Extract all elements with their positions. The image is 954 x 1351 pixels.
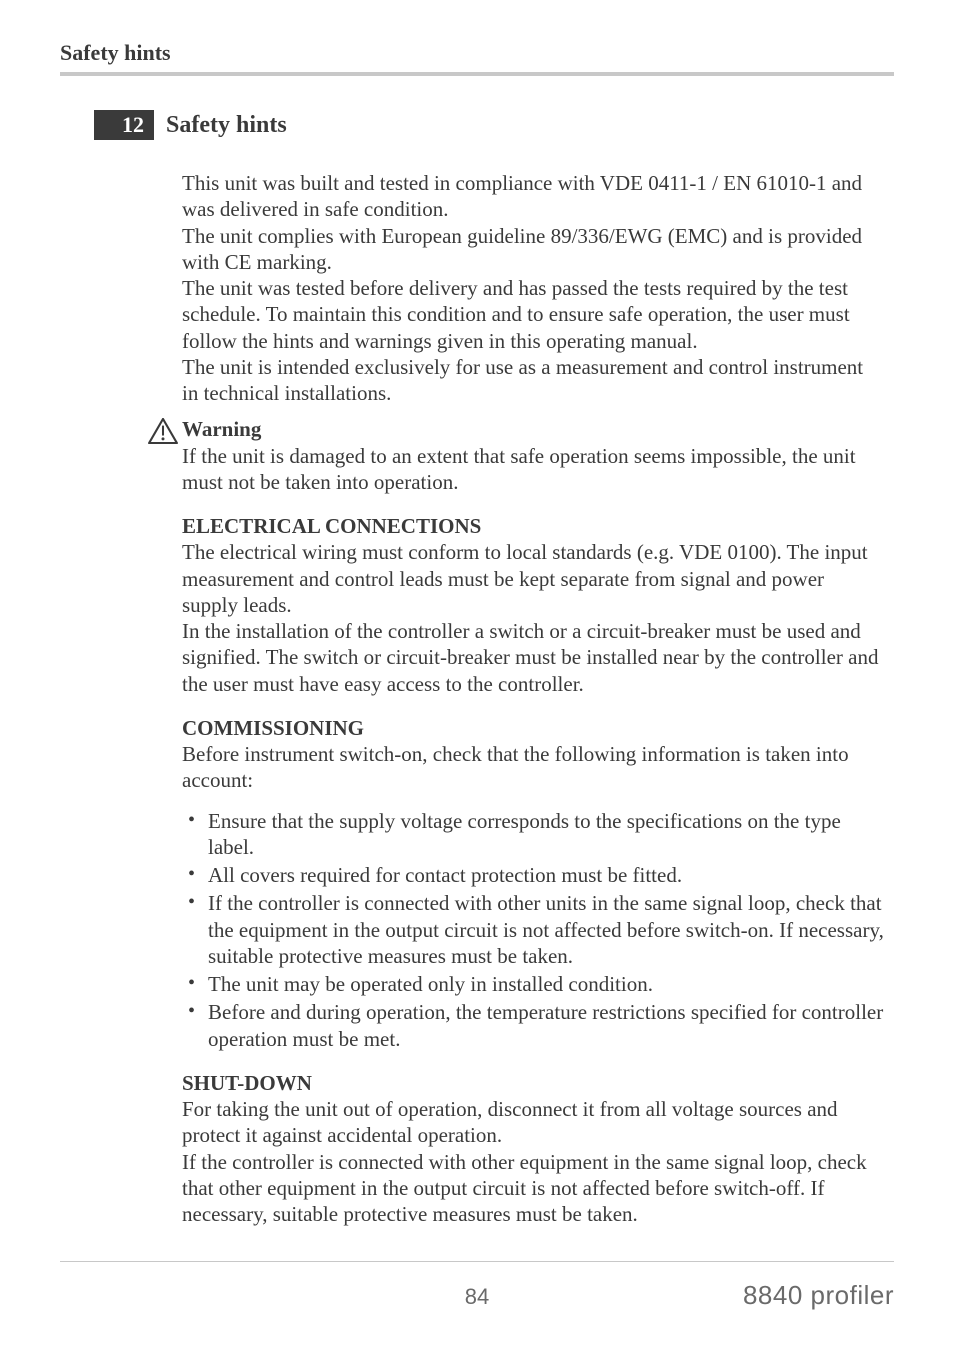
page-footer: 84 8840 profiler xyxy=(60,1261,894,1311)
shutdown-block: SHUT-DOWN For taking the unit out of ope… xyxy=(182,1070,884,1228)
section-heading-row: 12 Safety hints xyxy=(94,110,894,140)
running-header: Safety hints xyxy=(60,40,894,66)
electrical-block: ELECTRICAL CONNECTIONS The electrical wi… xyxy=(182,513,884,697)
warning-block: Warning If the unit is damaged to an ext… xyxy=(148,416,884,495)
electrical-paragraph: The electrical wiring must conform to lo… xyxy=(182,539,884,618)
intro-paragraph: The unit complies with European guidelin… xyxy=(182,223,884,276)
intro-paragraph: The unit is intended exclusively for use… xyxy=(182,354,884,407)
shutdown-paragraph: For taking the unit out of operation, di… xyxy=(182,1096,884,1149)
header-rule xyxy=(60,72,894,76)
warning-text: Warning If the unit is damaged to an ext… xyxy=(182,416,884,495)
list-item: All covers required for contact protecti… xyxy=(182,862,884,888)
warning-body: If the unit is damaged to an extent that… xyxy=(182,444,856,494)
intro-block: This unit was built and tested in compli… xyxy=(182,170,884,406)
section-number: 12 xyxy=(94,110,154,140)
section-title: Safety hints xyxy=(166,112,287,139)
commissioning-heading: COMMISSIONING xyxy=(182,715,884,741)
shutdown-paragraph: If the controller is connected with othe… xyxy=(182,1149,884,1228)
electrical-paragraph: In the installation of the controller a … xyxy=(182,618,884,697)
document-title: 8840 profiler xyxy=(619,1280,894,1311)
list-item: Ensure that the supply voltage correspon… xyxy=(182,808,884,861)
intro-paragraph: The unit was tested before delivery and … xyxy=(182,275,884,354)
page-number: 84 xyxy=(339,1284,614,1310)
commissioning-list: Ensure that the supply voltage correspon… xyxy=(182,808,884,1052)
commissioning-intro: Before instrument switch-on, check that … xyxy=(182,741,884,794)
electrical-heading: ELECTRICAL CONNECTIONS xyxy=(182,513,884,539)
warning-icon xyxy=(148,418,178,444)
footer-row: 84 8840 profiler xyxy=(60,1280,894,1311)
commissioning-block: COMMISSIONING Before instrument switch-o… xyxy=(182,715,884,1052)
list-item: The unit may be operated only in install… xyxy=(182,971,884,997)
footer-rule xyxy=(60,1261,894,1262)
intro-paragraph: This unit was built and tested in compli… xyxy=(182,170,884,223)
list-item: If the controller is connected with othe… xyxy=(182,890,884,969)
shutdown-heading: SHUT-DOWN xyxy=(182,1070,884,1096)
warning-label: Warning xyxy=(182,417,261,441)
list-item: Before and during operation, the tempera… xyxy=(182,999,884,1052)
